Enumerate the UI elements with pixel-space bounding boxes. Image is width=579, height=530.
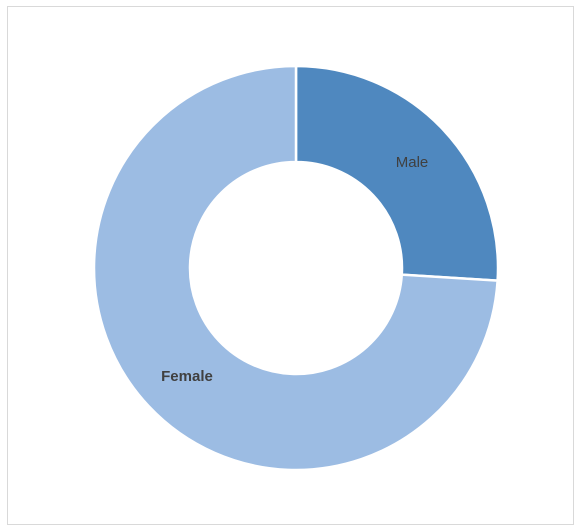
slices-group: [92, 64, 500, 472]
slice-label-female: Female: [161, 368, 213, 385]
slice-female: [92, 64, 499, 472]
slice-label-male: Male: [396, 154, 429, 171]
labels-group: Male Female: [161, 154, 428, 385]
slice-male: [294, 64, 500, 283]
